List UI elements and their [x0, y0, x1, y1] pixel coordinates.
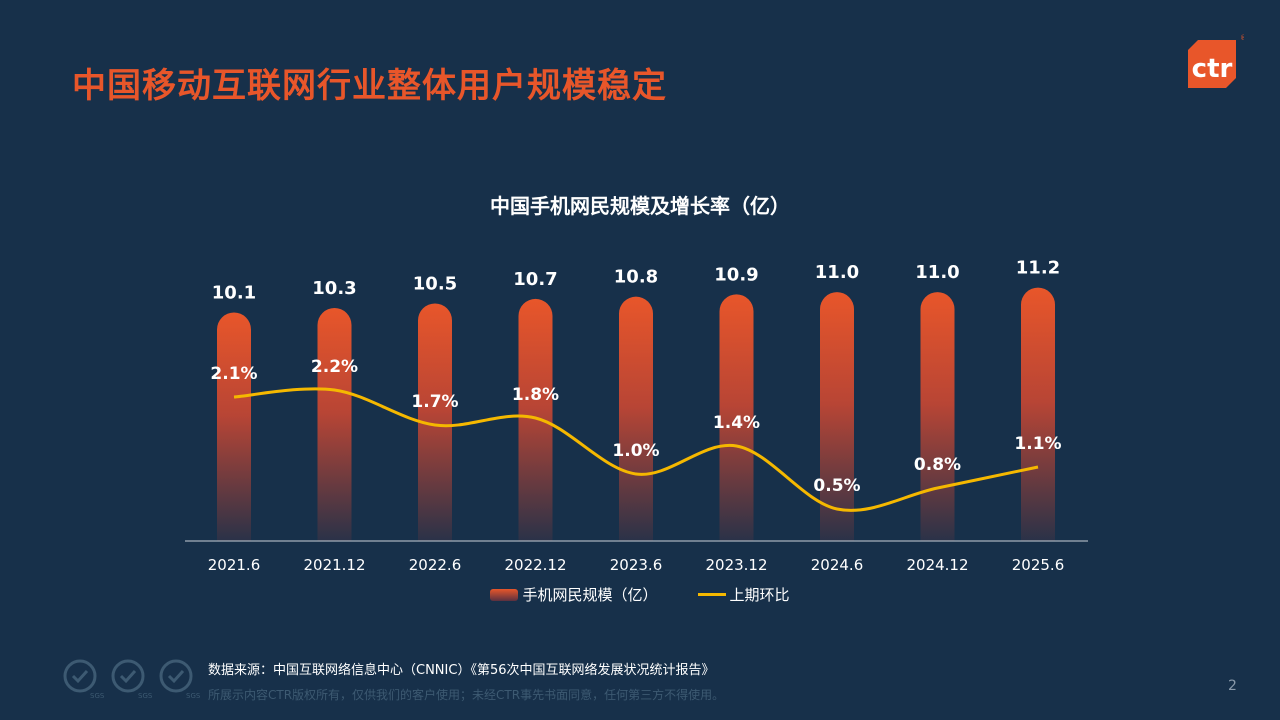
x-tick-label: 2021.6	[208, 556, 261, 574]
sgs-badge-label: SGS	[90, 692, 105, 700]
bar-value-label: 10.3	[312, 278, 356, 299]
bar	[920, 292, 955, 541]
legend-label-line: 上期环比	[729, 586, 790, 604]
sgs-badges: SGS SGS SGS	[60, 656, 200, 700]
legend-label-bar: 手机网民规模（亿）	[522, 586, 658, 604]
bar-value-label: 11.0	[915, 262, 959, 283]
line-value-label: 0.8%	[914, 455, 961, 475]
line-value-label: 1.1%	[1014, 434, 1061, 454]
page-number: 2	[1228, 678, 1237, 694]
bar	[820, 292, 854, 541]
line-value-label: 1.8%	[512, 385, 559, 405]
bar-value-label: 10.7	[513, 269, 557, 290]
x-tick-label: 2023.12	[705, 556, 767, 574]
bar	[317, 307, 352, 541]
data-source: 数据来源：中国互联网络信息中心（CNNIC）《第56次中国互联网络发展状况统计报…	[208, 663, 715, 678]
line-value-label: 0.5%	[813, 476, 860, 496]
x-tick-label: 2022.12	[504, 556, 566, 574]
bar-value-label: 10.8	[614, 267, 658, 288]
bar	[1021, 287, 1055, 541]
bar	[719, 294, 754, 541]
x-tick-label: 2024.6	[811, 556, 864, 574]
legend-swatch-line	[697, 593, 726, 596]
bar	[619, 296, 653, 541]
bar-value-label: 10.1	[212, 282, 256, 303]
line-value-label: 2.2%	[311, 357, 358, 377]
sgs-badge-label: SGS	[138, 692, 153, 700]
x-tick-label: 2022.6	[409, 556, 462, 574]
sgs-badge-icons: SGS SGS SGS	[63, 659, 200, 700]
x-tick-label: 2023.6	[610, 556, 663, 574]
sgs-badge-label: SGS	[186, 692, 200, 700]
svg-text:ctr: ctr	[1192, 54, 1233, 84]
bar	[418, 303, 452, 541]
chart-title: 中国手机网民规模及增长率（亿）	[490, 194, 790, 218]
svg-text:®: ®	[1240, 34, 1244, 42]
line-value-label: 1.0%	[612, 441, 659, 461]
ctr-logo: ctr ®	[1188, 34, 1244, 88]
bar-value-label: 11.0	[815, 262, 859, 283]
bar-value-label: 10.9	[714, 264, 758, 285]
bar	[217, 312, 251, 541]
legend-item-line: 上期环比	[697, 584, 790, 605]
x-tick-label: 2021.12	[303, 556, 365, 574]
x-tick-label: 2024.12	[906, 556, 968, 574]
x-tick-label: 2025.6	[1012, 556, 1065, 574]
line-value-label: 1.7%	[411, 392, 458, 412]
legend-swatch-bar	[490, 588, 519, 601]
line-value-label: 1.4%	[713, 413, 760, 433]
bar-value-label: 11.2	[1016, 258, 1060, 279]
bar-value-label: 10.5	[413, 273, 457, 294]
bar	[518, 298, 553, 541]
copyright-notice: 所展示内容CTR版权所有，仅供我们的客户使用；未经CTR事先书面同意，任何第三方…	[208, 688, 725, 702]
series-line	[233, 387, 1039, 512]
line-value-label: 2.1%	[210, 364, 257, 384]
legend: 手机网民规模（亿） 上期环比	[0, 584, 1280, 605]
page-title: 中国移动互联网行业整体用户规模稳定	[72, 66, 667, 106]
legend-item-bar: 手机网民规模（亿）	[490, 584, 658, 605]
